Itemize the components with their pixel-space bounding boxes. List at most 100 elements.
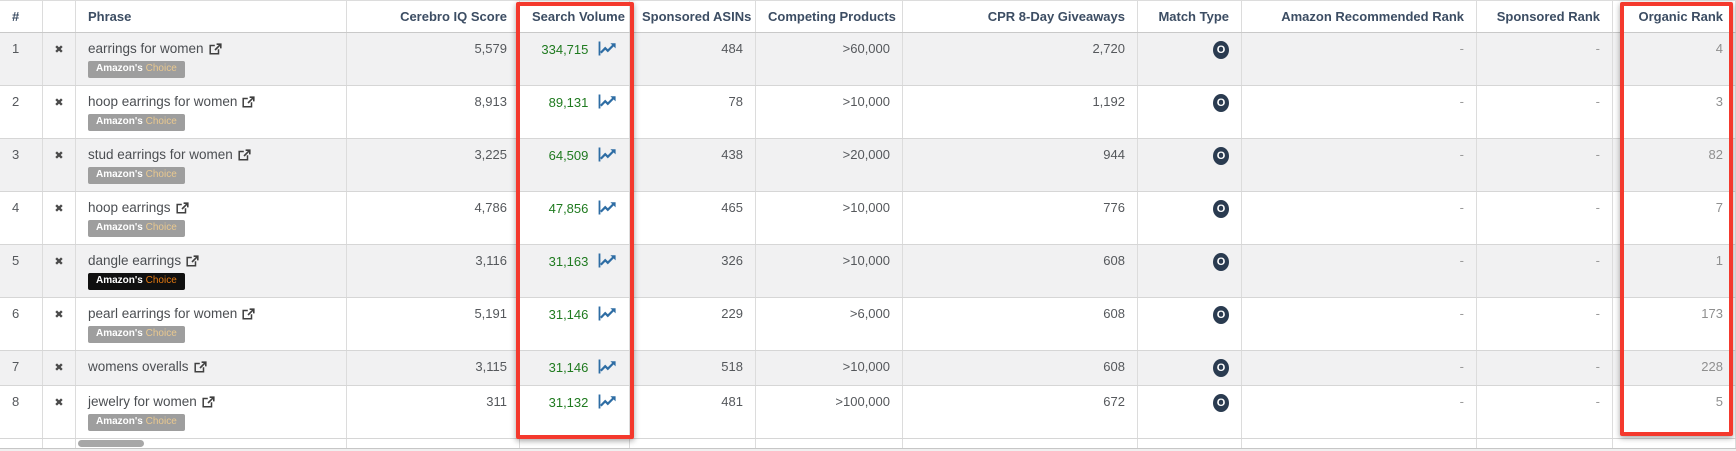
row-number-cell: 4 — [0, 192, 43, 244]
amazons-choice-badge: Amazon's Choice — [88, 167, 185, 184]
search-volume-value: 31,146 — [548, 307, 589, 322]
amazon-recommended-rank-value: - — [1459, 359, 1464, 374]
column-header-search-volume[interactable]: Search Volume — [520, 1, 630, 32]
sponsored-asins-value: 484 — [721, 41, 743, 56]
competing-products-value: >10,000 — [842, 253, 890, 268]
row-number-cell: 6 — [0, 298, 43, 350]
cpr-giveaways-value: 608 — [1103, 253, 1125, 268]
cerebro-iq-score-cell: 4,786 — [347, 192, 520, 244]
trend-line-chart-icon[interactable] — [598, 200, 617, 218]
column-header-amazon-recommended-rank[interactable]: Amazon Recommended Rank — [1242, 1, 1477, 32]
column-header-sponsored-rank[interactable]: Sponsored Rank — [1477, 1, 1613, 32]
column-header-remove — [43, 1, 76, 32]
column-header-cerebro-iq-score[interactable]: Cerebro IQ Score — [347, 1, 520, 32]
trend-line-chart-icon[interactable] — [598, 94, 617, 112]
phrase-cell: pearl earrings for women Amazon's Choice — [76, 298, 347, 350]
row-number-text: 6 — [12, 306, 20, 321]
column-header-cpr-8-day-giveaways[interactable]: CPR 8-Day Giveaways — [903, 1, 1138, 32]
sponsored-rank-cell: - — [1477, 351, 1613, 385]
column-header-sponsored-asins[interactable]: Sponsored ASINs — [630, 1, 756, 32]
amazons-choice-badge: Amazon's Choice — [88, 114, 185, 131]
phrase-text: pearl earrings for women — [88, 306, 238, 321]
phrase-text: hoop earrings for women — [88, 94, 238, 109]
match-type-organic-badge: O — [1213, 253, 1229, 271]
sponsored-rank-value: - — [1595, 94, 1600, 109]
competing-products-cell: >10,000 — [756, 192, 903, 244]
search-volume-cell: 31,132 — [520, 386, 630, 438]
trend-line-chart-icon[interactable] — [598, 359, 617, 377]
trend-line-chart-icon[interactable] — [598, 147, 617, 165]
sponsored-asins-value: 229 — [721, 306, 743, 321]
external-link-icon[interactable] — [176, 201, 189, 214]
sponsored-asins-value: 438 — [721, 147, 743, 162]
external-link-icon[interactable] — [193, 360, 207, 373]
cerebro-iq-score-cell: 8,913 — [347, 86, 520, 138]
match-type-cell: O — [1138, 386, 1242, 438]
organic-rank-value: 1 — [1715, 253, 1723, 268]
trend-line-chart-icon[interactable] — [598, 306, 617, 324]
sponsored-asins-value: 518 — [721, 359, 743, 374]
badge-brand-text: Amazon's — [96, 222, 143, 233]
external-link-icon[interactable] — [242, 95, 255, 108]
table-row: 4 ✖ hoop earrings Amazon's Choice — [0, 192, 1736, 245]
sponsored-rank-value: - — [1595, 306, 1600, 321]
amazon-recommended-rank-value: - — [1459, 306, 1464, 321]
amazon-recommended-rank-value: - — [1459, 394, 1464, 409]
external-link-icon[interactable] — [209, 42, 222, 55]
phrase-cell: jewelry for women Amazon's Choice — [76, 386, 347, 438]
remove-cell: ✖ — [43, 245, 76, 297]
cpr-giveaways-value: 944 — [1103, 147, 1125, 162]
organic-rank-value: 82 — [1708, 147, 1723, 162]
amazons-choice-badge: Amazon's Choice — [88, 414, 185, 431]
remove-keyword-button[interactable]: ✖ — [54, 97, 64, 109]
remove-keyword-button[interactable]: ✖ — [54, 150, 64, 162]
table-row: 1 ✖ earrings for women Amazon's Choice — [0, 33, 1736, 86]
remove-keyword-button[interactable]: ✖ — [54, 397, 64, 409]
phrase-cell: dangle earrings Amazon's Choice — [76, 245, 347, 297]
sponsored-asins-value: 326 — [721, 253, 743, 268]
row-number-text: 3 — [12, 147, 20, 162]
amazon-recommended-rank-value: - — [1459, 94, 1464, 109]
column-header-number[interactable]: # — [0, 1, 43, 32]
remove-keyword-button[interactable]: ✖ — [54, 362, 64, 374]
match-type-cell: O — [1138, 192, 1242, 244]
competing-products-cell: >20,000 — [756, 139, 903, 191]
sponsored-rank-cell: - — [1477, 298, 1613, 350]
remove-keyword-button[interactable]: ✖ — [54, 44, 64, 56]
trend-line-chart-icon[interactable] — [598, 41, 617, 59]
column-header-match-type[interactable]: Match Type — [1138, 1, 1242, 32]
cpr-giveaways-cell: 1,192 — [903, 86, 1138, 138]
row-number-cell: 2 — [0, 86, 43, 138]
remove-keyword-button[interactable]: ✖ — [54, 256, 64, 268]
row-number-cell: 3 — [0, 139, 43, 191]
column-header-organic-rank[interactable]: Organic Rank — [1613, 1, 1736, 32]
external-link-icon[interactable] — [202, 395, 215, 408]
match-type-cell: O — [1138, 139, 1242, 191]
column-header-phrase[interactable]: Phrase — [76, 1, 347, 32]
remove-keyword-button[interactable]: ✖ — [54, 203, 64, 215]
table-body: 1 ✖ earrings for women Amazon's Choice — [0, 33, 1736, 439]
amazon-recommended-rank-cell: - — [1242, 139, 1477, 191]
table-row: 2 ✖ hoop earrings for women Amazon's Cho… — [0, 86, 1736, 139]
horizontal-scrollbar-thumb[interactable] — [78, 440, 144, 447]
external-link-icon[interactable] — [242, 307, 255, 320]
cerebro-iq-score-cell: 3,115 — [347, 351, 520, 385]
trend-line-chart-icon[interactable] — [598, 253, 617, 271]
competing-products-cell: >10,000 — [756, 351, 903, 385]
trend-line-chart-icon[interactable] — [598, 394, 617, 412]
phrase-text: hoop earrings — [88, 200, 171, 215]
cpr-giveaways-cell: 608 — [903, 298, 1138, 350]
cpr-giveaways-value: 672 — [1103, 394, 1125, 409]
amazon-recommended-rank-value: - — [1459, 41, 1464, 56]
partial-next-row — [0, 439, 1736, 448]
external-link-icon[interactable] — [186, 254, 199, 267]
row-number-text: 2 — [12, 94, 20, 109]
remove-cell: ✖ — [43, 351, 76, 385]
match-type-organic-badge: O — [1213, 394, 1229, 412]
amazons-choice-badge: Amazon's Choice — [88, 273, 185, 290]
sponsored-asins-value: 481 — [721, 394, 743, 409]
remove-keyword-button[interactable]: ✖ — [54, 309, 64, 321]
column-header-competing-products[interactable]: Competing Products — [756, 1, 903, 32]
external-link-icon[interactable] — [238, 148, 251, 161]
